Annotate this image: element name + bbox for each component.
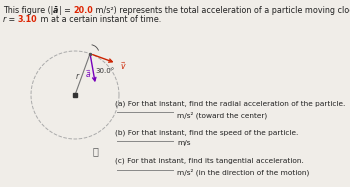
Text: This figure (|: This figure (| [3, 6, 53, 15]
Text: $\vec{v}$: $\vec{v}$ [120, 60, 127, 72]
Text: m/s² (toward the center): m/s² (toward the center) [177, 111, 267, 119]
Text: (b) For that instant, find the speed of the particle.: (b) For that instant, find the speed of … [115, 129, 298, 136]
Text: (a) For that instant, find the radial acceleration of the particle.: (a) For that instant, find the radial ac… [115, 100, 345, 107]
Text: 30.0°: 30.0° [95, 68, 114, 74]
Text: m/s²) represents the total acceleration of a particle moving clockwise in a circ: m/s²) represents the total acceleration … [93, 6, 350, 15]
Text: r: r [76, 72, 79, 81]
Text: ⓘ: ⓘ [92, 146, 98, 156]
Text: m/s² (in the direction of the motion): m/s² (in the direction of the motion) [177, 169, 309, 177]
Text: ā: ā [53, 6, 58, 15]
Text: | =: | = [58, 6, 73, 15]
Text: $\vec{a}$: $\vec{a}$ [85, 69, 92, 80]
Text: m at a certain instant of time.: m at a certain instant of time. [38, 15, 161, 24]
Text: =: = [6, 15, 18, 24]
Text: 20.0: 20.0 [73, 6, 93, 15]
Text: m/s: m/s [177, 140, 190, 146]
Text: r: r [3, 15, 6, 24]
Text: (c) For that instant, find its tangential acceleration.: (c) For that instant, find its tangentia… [115, 158, 304, 165]
Text: 3.10: 3.10 [18, 15, 38, 24]
